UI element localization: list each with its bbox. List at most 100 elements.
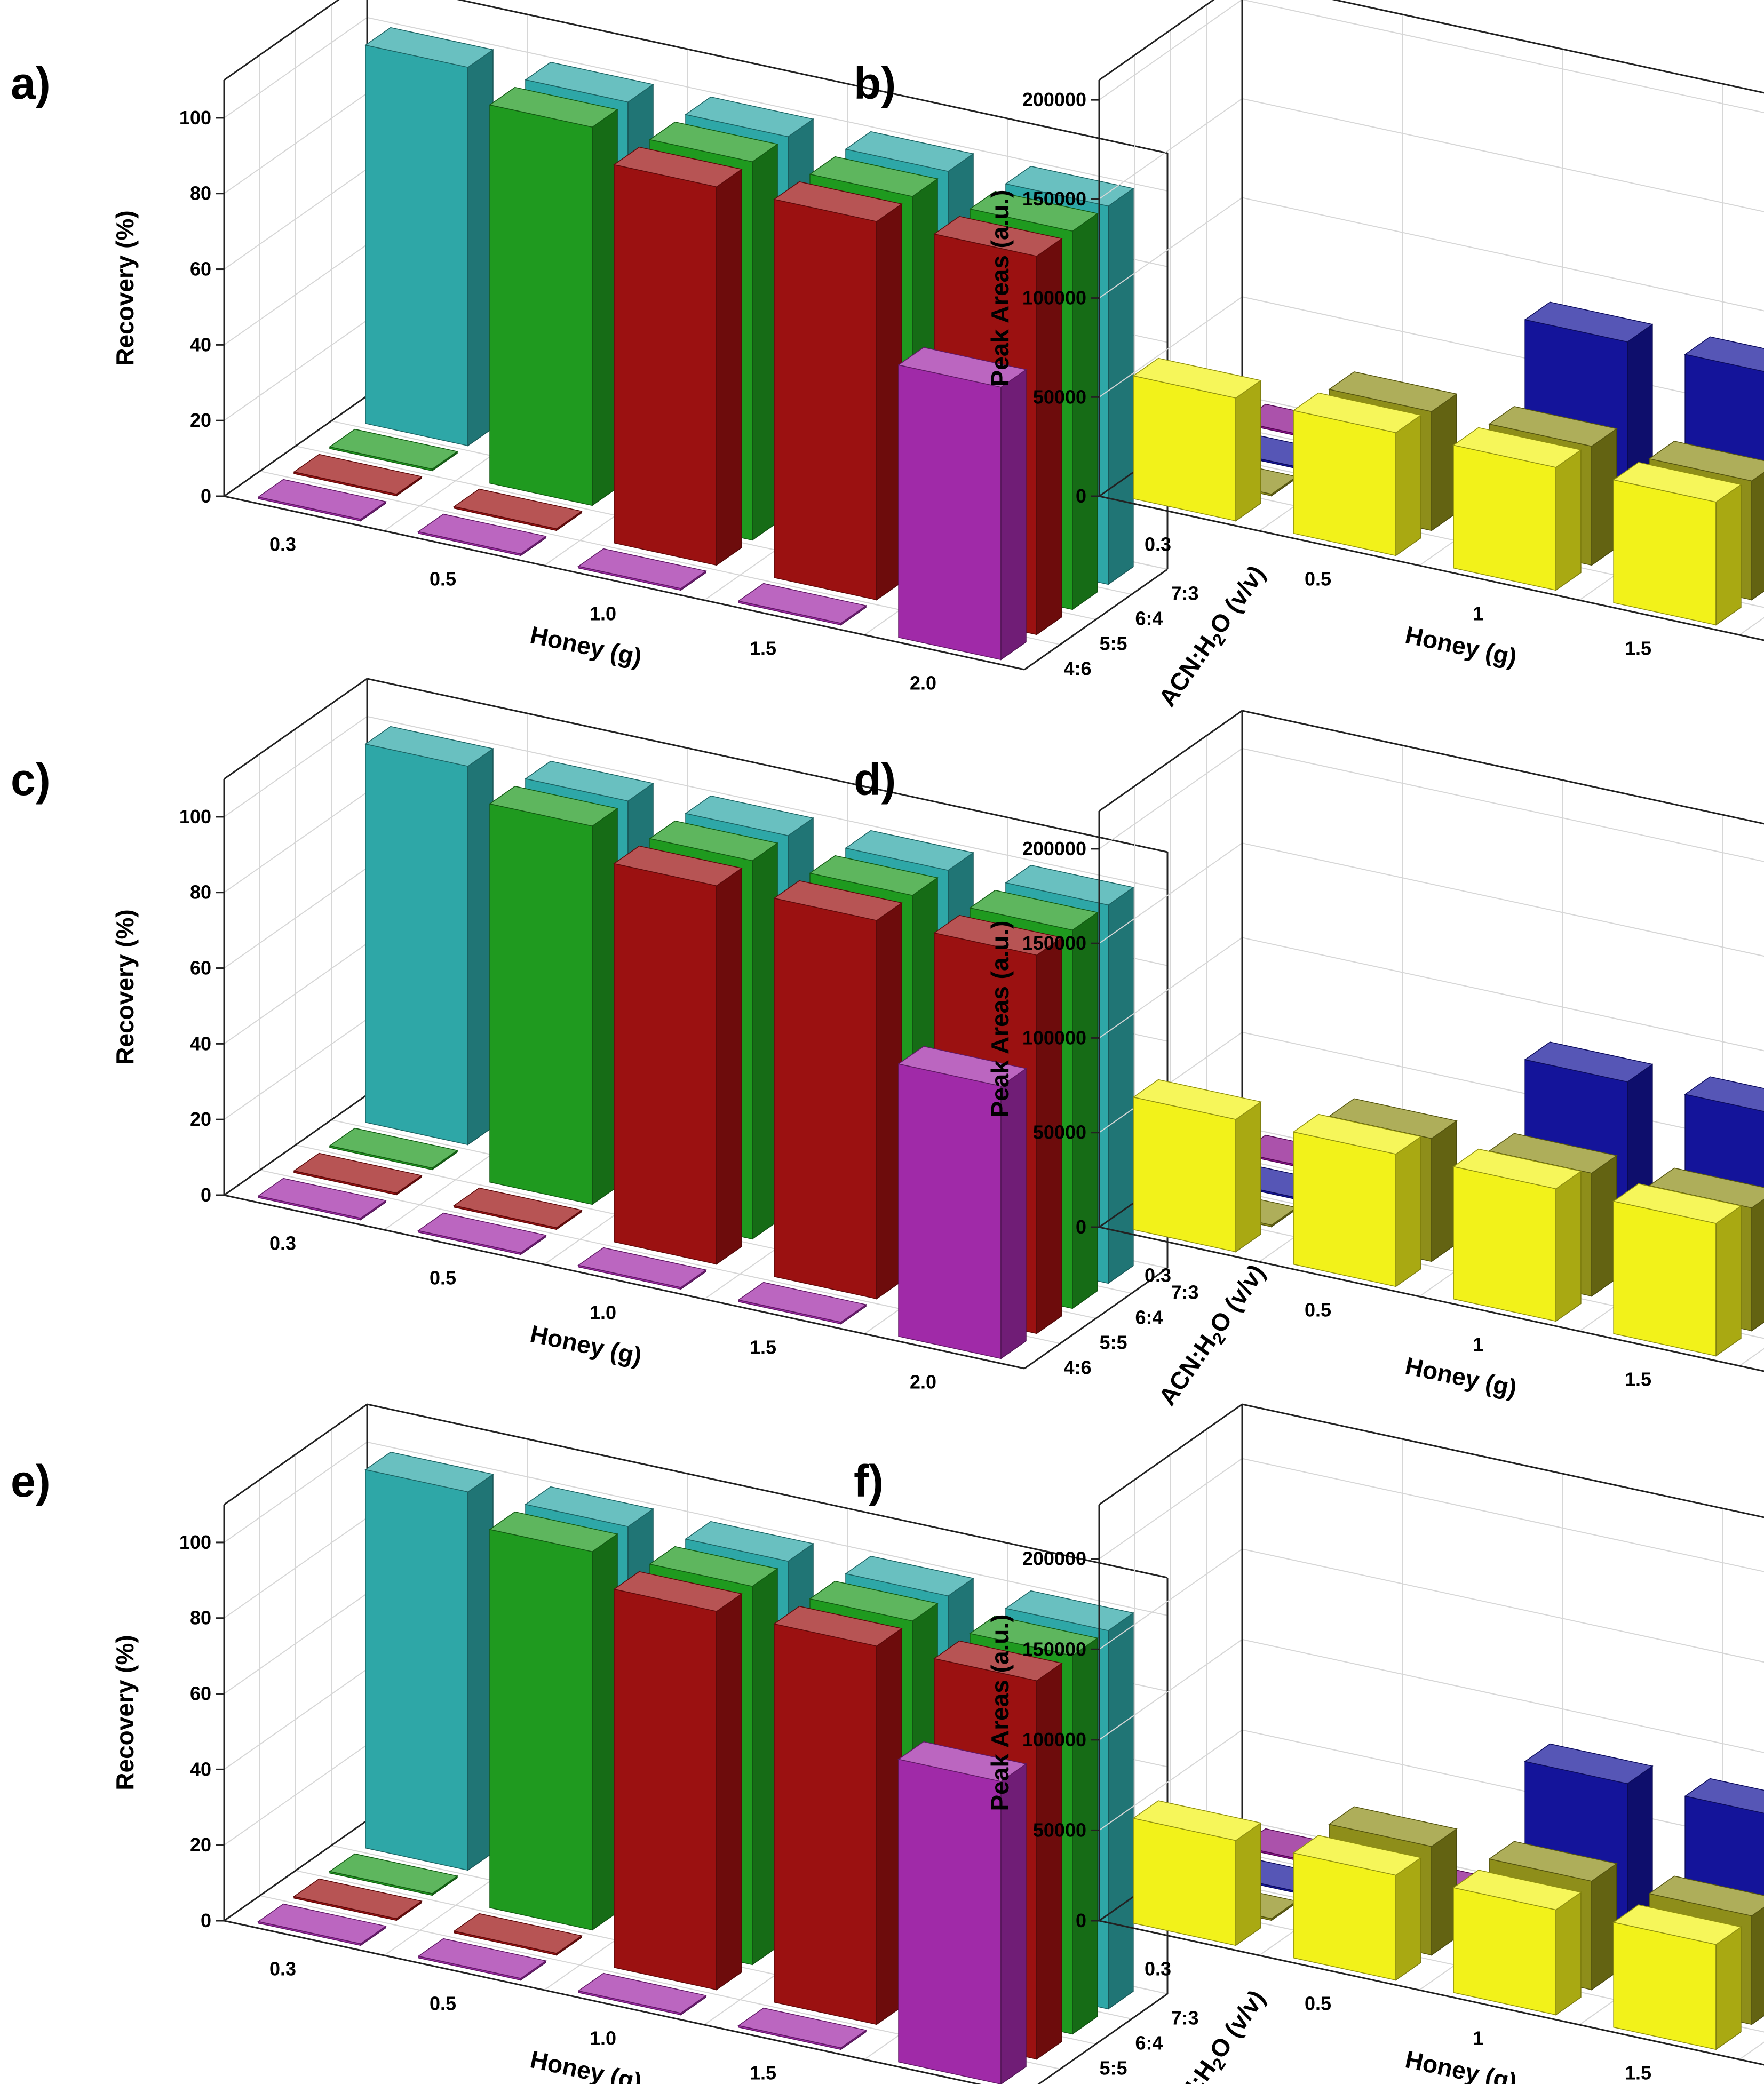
z-tick-label: 0: [201, 1910, 211, 1931]
z-axis-title: Peak Areas (a.u.): [986, 1614, 1014, 1811]
z-tick-label: 150000: [1022, 188, 1086, 210]
bar: [737, 1282, 867, 1325]
z-tick-label: 200000: [1022, 1548, 1086, 1570]
y-tick-label: 5:5: [1100, 2057, 1127, 2079]
panel-label: e): [11, 1456, 51, 1506]
bar: [257, 1903, 387, 1946]
x-tick-label: 0.5: [430, 1993, 456, 2015]
y-axis-title-end: O (v/v): [1204, 1259, 1270, 1338]
y-tick-label: 5:5: [1100, 1332, 1127, 1354]
z-tick-label: 20: [190, 409, 211, 431]
z-tick-label: 50000: [1033, 1819, 1086, 1841]
bars: [257, 726, 1134, 1359]
x-tick-label: 1.5: [750, 2062, 776, 2084]
bar: [773, 880, 903, 1300]
y-tick-label: 4:6: [1064, 2082, 1092, 2084]
x-tick-label: 1.5: [1625, 2062, 1651, 2084]
bar: [257, 1178, 387, 1221]
x-tick-label: 0.3: [269, 534, 296, 555]
z-tick-label: 150000: [1022, 1638, 1086, 1660]
chart-panel-b: b)0500001000001500002000000.30.511.527:3…: [854, 0, 1764, 671]
x-axis-title: Honey (g): [1403, 2045, 1519, 2084]
z-tick-label: 40: [190, 333, 211, 355]
bar: [613, 146, 743, 566]
z-axis-title: Recovery (%): [111, 1635, 139, 1790]
y-tick-label: 6:4: [1135, 2032, 1163, 2054]
bar: [489, 86, 618, 506]
z-tick-label: 80: [190, 182, 211, 204]
z-tick-label: 60: [190, 957, 211, 979]
y-tick-label: 4:6: [1064, 658, 1092, 680]
z-tick-label: 20: [190, 1108, 211, 1130]
bar: [1612, 1904, 1742, 2050]
x-tick-label: 0.3: [269, 1958, 296, 1980]
x-tick-label: 0.3: [1145, 1264, 1171, 1286]
bar: [897, 347, 1027, 661]
y-tick-label: 7:3: [1171, 583, 1199, 604]
y-axis-title-main: ACN:H: [1153, 1330, 1221, 1410]
x-tick-label: 1.0: [590, 2027, 616, 2049]
bar: [417, 1212, 547, 1255]
z-tick-label: 40: [190, 1758, 211, 1780]
bar: [1292, 1113, 1422, 1287]
z-tick-label: 20: [190, 1834, 211, 1856]
bar: [897, 1046, 1027, 1359]
chart-panel-c: c) 0 20 40 60 80 100 0.3 0.5 1.0 1.5 2.0 4:6 5:5 6:4 7:…: [11, 678, 1270, 1410]
z-tick-label: 0: [1076, 485, 1086, 507]
z-tick-label: 100000: [1022, 1027, 1086, 1048]
x-tick-label: 2.0: [910, 672, 936, 694]
x-tick-label: 0.3: [269, 1232, 296, 1254]
x-tick-label: 1.5: [750, 638, 776, 659]
panel-label: a): [11, 58, 51, 108]
chart-panel-d: d)0500001000001500002000000.30.511.527:3…: [854, 710, 1764, 1402]
x-tick-label: 2.0: [910, 1371, 936, 1393]
y-tick-label: 7:3: [1171, 1282, 1199, 1303]
z-tick-label: 50000: [1033, 1121, 1086, 1143]
x-tick-label: 0.5: [1305, 568, 1331, 590]
bar: [329, 1853, 458, 1896]
panel-label: b): [854, 58, 896, 108]
y-axis-title-main: ACN:H: [1153, 631, 1221, 711]
z-tick-label: 0: [1076, 1216, 1086, 1238]
bar: [1292, 1835, 1422, 1981]
bar: [293, 1878, 423, 1921]
chart-panel-a: a) 0 20 40 60 80 100 0.3 0.5 1.0 1.5 2.0 4:6 5:5 6:4 7:…: [11, 0, 1270, 711]
x-axis-title: Honey (g): [528, 621, 644, 671]
chart-panel-f: f)0500001000001500002000000.30.511.527:3…: [854, 1403, 1764, 2084]
bar: [453, 1913, 583, 1956]
z-tick-label: 0: [1076, 1910, 1086, 1931]
bar: [1612, 462, 1742, 626]
bar: [1612, 1183, 1742, 1357]
bar: [1452, 1148, 1582, 1322]
x-tick-label: 1: [1473, 1334, 1483, 1356]
bar: [1452, 1870, 1582, 2016]
bar: [1132, 1800, 1262, 1946]
x-axis-title: Honey (g): [528, 1319, 644, 1370]
z-tick-label: 80: [190, 881, 211, 903]
bar: [737, 2007, 867, 2050]
z-tick-label: 0: [201, 485, 211, 507]
y-tick-label: 5:5: [1100, 633, 1127, 655]
bar: [737, 583, 867, 626]
y-tick-label: 4:6: [1064, 1357, 1092, 1379]
x-tick-label: 0.5: [1305, 1993, 1331, 2015]
bar: [1132, 1079, 1262, 1253]
panel-label: d): [854, 754, 896, 805]
x-tick-label: 1.5: [1625, 638, 1651, 659]
bar: [329, 428, 458, 472]
bars: [1132, 1041, 1764, 1357]
bar: [364, 27, 494, 447]
z-axis-title: Recovery (%): [111, 909, 139, 1064]
z-axis-title: Recovery (%): [111, 210, 139, 365]
x-tick-label: 1.5: [1625, 1369, 1651, 1390]
bar: [417, 1938, 547, 1981]
x-tick-label: 1: [1473, 603, 1483, 625]
bar: [613, 845, 743, 1265]
z-tick-label: 150000: [1022, 932, 1086, 954]
bar: [257, 479, 387, 522]
z-tick-label: 40: [190, 1032, 211, 1054]
bar: [773, 181, 903, 601]
bar: [364, 726, 494, 1146]
